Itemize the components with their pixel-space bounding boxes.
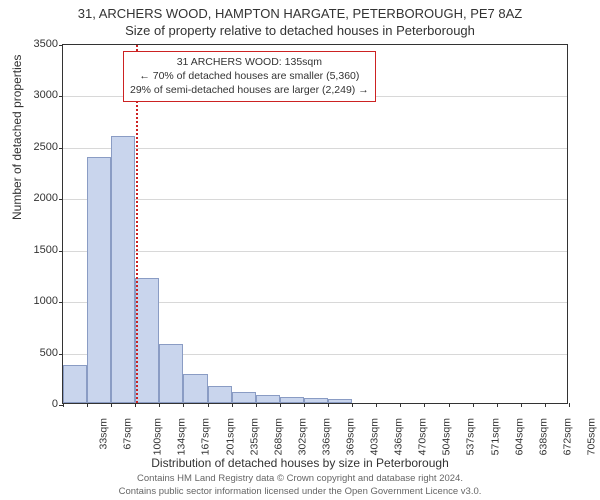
x-tick [328, 403, 329, 407]
x-tick-label: 33sqm [98, 418, 110, 450]
y-tick-label: 1500 [34, 244, 58, 256]
x-tick [545, 403, 546, 407]
x-tick [376, 403, 377, 407]
x-tick [183, 403, 184, 407]
page-title: 31, ARCHERS WOOD, HAMPTON HARGATE, PETER… [0, 0, 600, 21]
histogram-bar [135, 278, 159, 403]
footer-text: Contains HM Land Registry data © Crown c… [0, 473, 600, 498]
x-tick-label: 571sqm [489, 418, 501, 455]
histogram-bar [87, 157, 111, 403]
y-tick [59, 96, 63, 97]
page-subtitle: Size of property relative to detached ho… [0, 21, 600, 38]
y-tick [59, 251, 63, 252]
histogram-bar [304, 398, 328, 403]
x-tick [63, 403, 64, 407]
histogram-bar [232, 392, 256, 403]
x-tick-label: 67sqm [122, 418, 134, 450]
x-tick [352, 403, 353, 407]
y-tick-label: 1000 [34, 295, 58, 307]
x-tick-label: 705sqm [585, 418, 597, 455]
x-tick-label: 100sqm [152, 418, 164, 455]
x-tick-label: 302sqm [296, 418, 308, 455]
histogram-bar [63, 365, 87, 403]
y-tick [59, 302, 63, 303]
y-tick-label: 500 [40, 347, 58, 359]
x-tick [497, 403, 498, 407]
x-tick [449, 403, 450, 407]
y-tick-label: 2000 [34, 192, 58, 204]
x-tick [232, 403, 233, 407]
y-tick-label: 0 [52, 398, 58, 410]
x-tick [280, 403, 281, 407]
y-tick-label: 3500 [34, 38, 58, 50]
x-tick [569, 403, 570, 407]
y-axis-label: Number of detached properties [10, 55, 24, 220]
grid-line [63, 148, 567, 149]
x-tick [424, 403, 425, 407]
y-tick [59, 148, 63, 149]
x-tick-label: 167sqm [200, 418, 212, 455]
histogram-bar [256, 395, 280, 403]
info-box-line2: ← 70% of detached houses are smaller (5,… [130, 69, 369, 83]
x-tick [400, 403, 401, 407]
histogram-bar [111, 136, 135, 403]
histogram-bar [183, 374, 207, 403]
x-tick-label: 537sqm [465, 418, 477, 455]
x-tick-label: 336sqm [320, 418, 332, 455]
x-tick-label: 403sqm [368, 418, 380, 455]
info-box: 31 ARCHERS WOOD: 135sqm← 70% of detached… [123, 51, 376, 102]
x-tick-label: 436sqm [393, 418, 405, 455]
x-axis-label: Distribution of detached houses by size … [0, 456, 600, 470]
footer-line2: Contains public sector information licen… [0, 486, 600, 498]
y-tick-label: 3000 [34, 89, 58, 101]
y-tick [59, 354, 63, 355]
histogram-bar [208, 386, 232, 403]
x-tick-label: 638sqm [537, 418, 549, 455]
info-box-line3: 29% of semi-detached houses are larger (… [130, 83, 369, 97]
x-tick-label: 268sqm [272, 418, 284, 455]
info-box-line1: 31 ARCHERS WOOD: 135sqm [130, 55, 369, 69]
x-tick [473, 403, 474, 407]
x-tick-label: 235sqm [248, 418, 260, 455]
histogram-bar [328, 399, 352, 403]
histogram-bar [159, 344, 183, 403]
x-tick-label: 504sqm [441, 418, 453, 455]
x-tick-label: 134sqm [176, 418, 188, 455]
x-tick [159, 403, 160, 407]
y-tick [59, 199, 63, 200]
x-tick [87, 403, 88, 407]
y-tick-label: 2500 [34, 141, 58, 153]
x-tick [304, 403, 305, 407]
x-tick [521, 403, 522, 407]
y-tick [59, 45, 63, 46]
x-tick-label: 201sqm [224, 418, 236, 455]
grid-line [63, 199, 567, 200]
x-tick-label: 470sqm [417, 418, 429, 455]
histogram-bar [280, 397, 304, 403]
x-tick [135, 403, 136, 407]
x-tick-label: 369sqm [344, 418, 356, 455]
x-tick [256, 403, 257, 407]
footer-line1: Contains HM Land Registry data © Crown c… [0, 473, 600, 485]
x-tick-label: 604sqm [513, 418, 525, 455]
chart-container: 31, ARCHERS WOOD, HAMPTON HARGATE, PETER… [0, 0, 600, 500]
x-tick [111, 403, 112, 407]
plot-area: 31 ARCHERS WOOD: 135sqm← 70% of detached… [62, 44, 568, 404]
grid-line [63, 251, 567, 252]
x-tick-label: 672sqm [561, 418, 573, 455]
x-tick [208, 403, 209, 407]
